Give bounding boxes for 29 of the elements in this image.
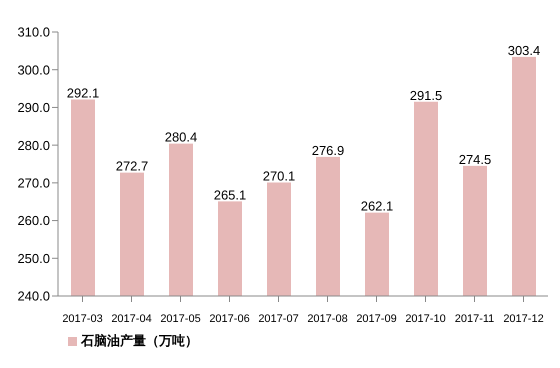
x-tick-label: 2017-11	[454, 312, 494, 325]
x-tick-label: 2017-05	[160, 312, 201, 325]
data-label: 265.1	[214, 187, 246, 202]
y-tick-label: 290.0	[17, 100, 50, 116]
x-tick-label: 2017-06	[209, 312, 250, 325]
x-tick-label: 2017-09	[356, 312, 397, 325]
x-tick-label: 2017-12	[503, 312, 544, 325]
data-label: 291.5	[410, 88, 442, 103]
y-tick-label: 270.0	[17, 175, 50, 190]
data-label: 292.1	[66, 86, 100, 101]
x-tick-label: 2017-07	[258, 312, 299, 325]
y-tick-label: 240.0	[17, 288, 50, 304]
y-tick-label: 280.0	[17, 138, 50, 153]
y-tick-label: 250.0	[17, 250, 50, 266]
y-tick-label: 310.0	[17, 24, 50, 40]
data-label: 270.1	[262, 168, 296, 184]
data-label: 262.1	[360, 198, 394, 214]
x-tick-label: 2017-03	[62, 312, 103, 325]
data-label: 280.4	[164, 130, 198, 145]
legend-label: 石脑油产量（万吨）	[81, 333, 198, 348]
y-tick-label: 260.0	[17, 213, 50, 228]
x-tick-label: 2017-04	[111, 312, 152, 325]
data-label: 303.4	[508, 42, 540, 58]
x-tick-label: 2017-10	[405, 312, 446, 325]
y-tick-label: 300.0	[17, 62, 50, 78]
data-label: 272.7	[116, 158, 148, 174]
data-label: 276.9	[312, 142, 344, 158]
data-label: 274.5	[458, 152, 492, 167]
x-tick-label: 2017-08	[307, 312, 348, 325]
